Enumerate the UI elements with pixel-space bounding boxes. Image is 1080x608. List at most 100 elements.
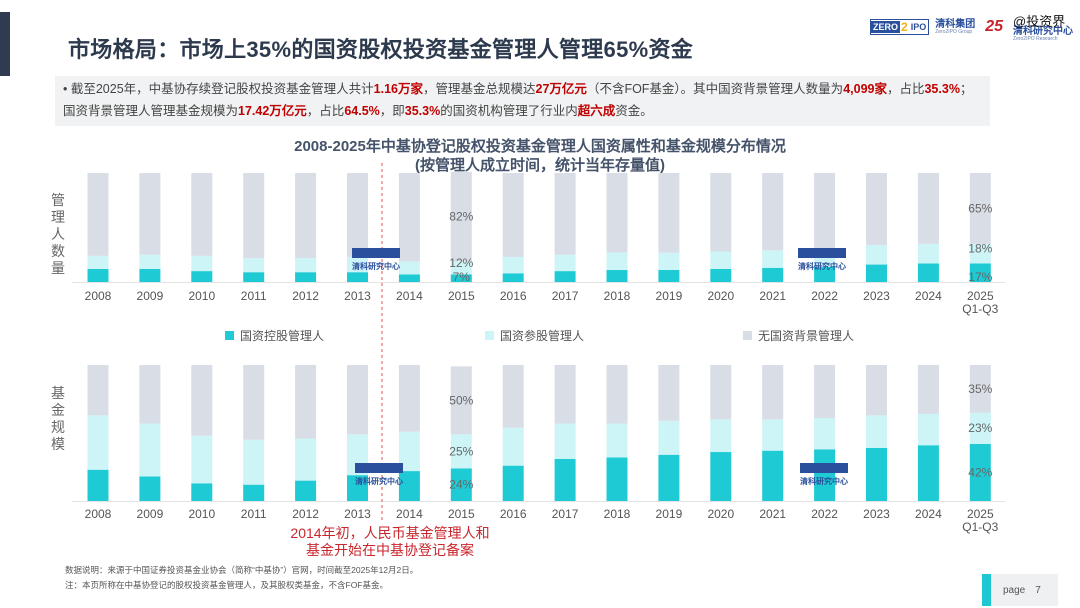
highlight-figure: 4,099家 xyxy=(843,82,887,96)
y-label-fund-size: 基金规模 xyxy=(51,385,65,452)
watermark-text: 清科研究中心 xyxy=(800,476,848,486)
x-tick-label: 2010 xyxy=(188,289,215,303)
x-tick-label: 2024 xyxy=(915,507,942,521)
bar-2024-0 xyxy=(917,445,939,501)
highlight-figure: 27万亿元 xyxy=(535,82,587,96)
watermark: @投资界 xyxy=(1013,14,1066,29)
x-tick-label: 2013 xyxy=(344,507,371,521)
bar-2015-0 xyxy=(450,274,472,282)
group-en: Zero2IPO Group xyxy=(935,28,973,35)
x-tick-label: 2011 xyxy=(241,507,267,521)
bar-2016-1 xyxy=(502,427,524,466)
bar-2017-2 xyxy=(554,365,576,424)
zero2ipo-watermark-icon xyxy=(798,248,846,258)
summary-fragment: ，占比 xyxy=(886,82,925,96)
bar-2023-1 xyxy=(866,244,887,265)
legend-swatch xyxy=(743,331,752,340)
bar-2012-0 xyxy=(295,480,317,501)
legend-label: 国资控股管理人 xyxy=(240,329,325,343)
accent-bar xyxy=(0,12,10,76)
data-label: 82% xyxy=(449,210,473,224)
bar-2017-1 xyxy=(554,423,576,459)
x-tick-label: 2018 xyxy=(604,289,631,303)
footnote: 注：本页所称在中基协登记的股权投资基金管理人，及其股权类基金，不含FOF基金。 xyxy=(65,580,388,590)
x-tick-label: 2020 xyxy=(707,289,734,303)
bar-2014-2 xyxy=(398,173,420,262)
x-tick-label: 2008 xyxy=(85,507,112,521)
bar-2018-1 xyxy=(606,423,628,458)
bar-2011-2 xyxy=(243,365,265,440)
bar-2025-Q1-Q3-0 xyxy=(969,443,991,501)
research-en: Zero2IPO Research xyxy=(1013,35,1058,42)
bar-2021-1 xyxy=(762,419,784,451)
bar-2009-0 xyxy=(139,268,161,282)
bar-2014-1 xyxy=(398,261,420,275)
bar-2014-2 xyxy=(398,365,420,432)
bar-2024-0 xyxy=(917,263,939,282)
legend-item-participating: 国资参股管理人 xyxy=(485,327,584,344)
bar-2016-0 xyxy=(502,273,524,282)
data-label: 25% xyxy=(449,444,473,458)
bar-2025-Q1-Q3-0 xyxy=(969,263,991,282)
summary-fragment: ，占比 xyxy=(306,104,345,118)
x-tick-label: 2017 xyxy=(552,289,579,303)
x-tick-label: 2024 xyxy=(915,289,942,303)
bar-2010-2 xyxy=(191,365,213,436)
research-center-logo: 清科研究中心 Zero2IPO Research xyxy=(1013,26,1073,43)
highlight-figure: 1.16万家 xyxy=(373,82,424,96)
watermark-text: 清科研究中心 xyxy=(352,261,400,271)
data-label: 65% xyxy=(968,201,992,215)
bar-2011-1 xyxy=(243,439,265,485)
legend-swatch xyxy=(485,331,494,340)
highlight-figure: 17.42万亿元 xyxy=(238,104,307,118)
bar-2019-1 xyxy=(658,252,680,271)
bar-2020-1 xyxy=(710,251,732,269)
x-tick-label: 2023 xyxy=(863,289,890,303)
data-label: 23% xyxy=(968,421,992,435)
bar-2024-2 xyxy=(917,173,939,244)
group-cn: 清科集团 xyxy=(935,18,976,30)
bar-2013-2 xyxy=(347,173,368,257)
bar-2009-2 xyxy=(139,173,161,255)
bar-2015-2 xyxy=(450,171,472,262)
bar-2012-0 xyxy=(295,272,317,282)
summary-fragment: ，管理基金总规模达 xyxy=(423,82,536,96)
bar-2023-0 xyxy=(866,264,887,282)
x-tick-label: 2009 xyxy=(137,289,164,303)
x-tick-label: 2012 xyxy=(292,507,319,521)
bar-2025-Q1-Q3-1 xyxy=(969,412,991,444)
x-tick-label: 2018 xyxy=(604,507,631,521)
bar-2019-0 xyxy=(658,454,680,501)
x-tick-label: 2016 xyxy=(500,507,527,521)
x-tick-label: 2014 xyxy=(396,507,423,521)
bar-2019-2 xyxy=(658,365,680,421)
bar-2014-1 xyxy=(398,431,420,472)
bar-2021-2 xyxy=(762,365,784,420)
bar-2013-0 xyxy=(347,272,368,282)
bar-2010-1 xyxy=(191,435,213,484)
bar-2024-2 xyxy=(917,365,939,414)
bar-2008-1 xyxy=(87,255,109,269)
y-label-manager-count: 管理人数量 xyxy=(51,192,65,276)
bar-2021-0 xyxy=(762,267,784,282)
zero2ipo-watermark-icon xyxy=(355,463,403,473)
x-tick-label: 2025 xyxy=(967,507,994,521)
bar-2016-2 xyxy=(502,173,524,257)
bar-2012-2 xyxy=(295,365,317,439)
bar-2015-1 xyxy=(450,261,472,275)
bar-2011-0 xyxy=(243,272,265,282)
bar-2017-0 xyxy=(554,458,576,501)
bar-2014-0 xyxy=(398,471,420,501)
summary-fragment: 截至2025年，中基协存续登记股权投资基金管理人共计 xyxy=(70,82,374,96)
bar-2021-1 xyxy=(762,250,784,268)
bar-2016-0 xyxy=(502,465,524,501)
x-tick-label: 2013 xyxy=(344,289,371,303)
annotation-line2: 基金开始在中基协登记备案 xyxy=(306,542,474,558)
bar-2010-0 xyxy=(191,271,213,282)
data-label: 50% xyxy=(449,393,473,407)
bar-2008-2 xyxy=(87,365,109,416)
bar-2018-0 xyxy=(606,457,628,501)
bar-2015-2 xyxy=(450,366,472,435)
data-label: 18% xyxy=(968,242,992,256)
